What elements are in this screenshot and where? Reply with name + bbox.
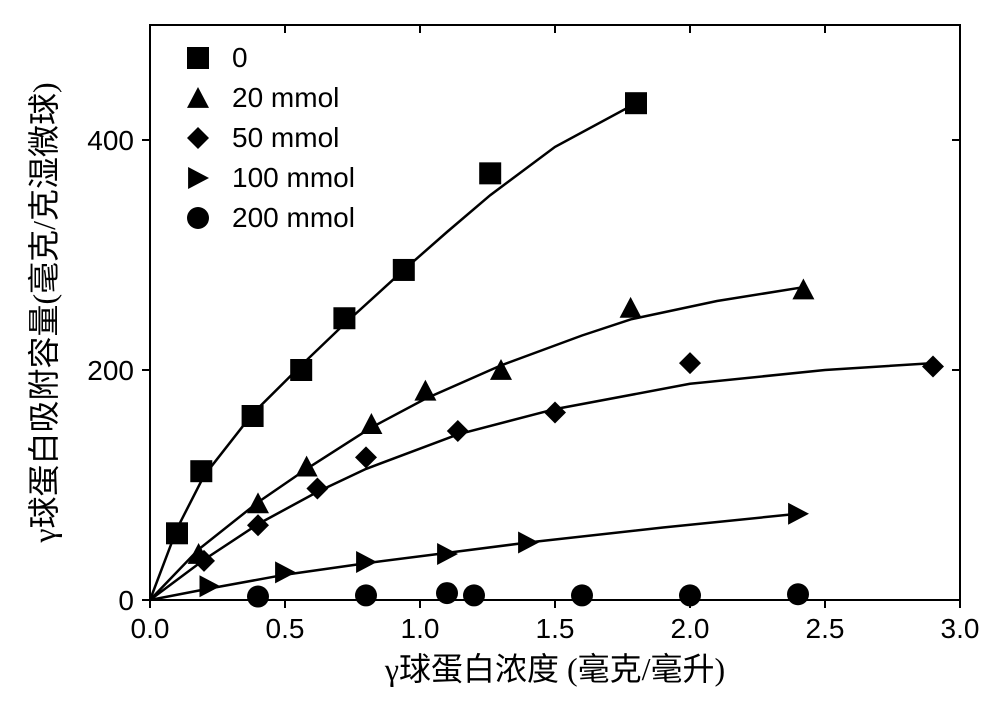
series-marker-0 <box>190 460 212 482</box>
series-marker-0 <box>625 92 647 114</box>
series-marker-4 <box>355 584 377 606</box>
series-marker-4 <box>571 584 593 606</box>
x-axis-title: γ球蛋白浓度 (毫克/毫升) <box>384 651 725 687</box>
series-marker-4 <box>247 586 269 608</box>
series-marker-3 <box>437 543 458 565</box>
series-marker-2 <box>922 356 944 378</box>
chart-container: 0.0 0.5 1.0 1.5 2.0 2.5 3.0 0 200 400 γ球蛋白浓度 (毫克/毫… <box>0 0 1000 716</box>
series-curve-1 <box>150 287 803 600</box>
series-marker-2 <box>447 420 469 442</box>
chart-svg: 0.0 0.5 1.0 1.5 2.0 2.5 3.0 0 200 400 γ球蛋白浓度 (毫克/毫… <box>0 0 1000 716</box>
series-curve-0 <box>150 103 636 600</box>
legend-label-2: 50 mmol <box>232 122 339 153</box>
y-tick-label: 400 <box>87 125 134 156</box>
x-tick-label: 3.0 <box>941 613 980 644</box>
series-marker-2 <box>679 352 701 374</box>
y-tick-label: 200 <box>87 355 134 386</box>
series-marker-3 <box>200 575 221 597</box>
legend-marker-2 <box>187 127 209 149</box>
x-tick-label: 2.0 <box>671 613 710 644</box>
series-marker-1 <box>296 456 318 477</box>
x-tick-label: 1.0 <box>401 613 440 644</box>
series-marker-4 <box>679 584 701 606</box>
series-marker-1 <box>620 297 642 318</box>
legend-label-0: 0 <box>232 42 248 73</box>
series-marker-4 <box>436 582 458 604</box>
legend-marker-3 <box>188 167 209 189</box>
series-marker-2 <box>247 514 269 536</box>
series-marker-0 <box>290 359 312 381</box>
series-marker-0 <box>333 307 355 329</box>
legend-marker-1 <box>187 87 209 108</box>
x-tick-label: 0.5 <box>266 613 305 644</box>
series-marker-4 <box>787 583 809 605</box>
legend-label-1: 20 mmol <box>232 82 339 113</box>
series-marker-0 <box>166 522 188 544</box>
series-marker-0 <box>242 405 264 427</box>
x-tick-label: 2.5 <box>806 613 845 644</box>
series-marker-4 <box>463 584 485 606</box>
x-tick-label: 1.5 <box>536 613 575 644</box>
legend-marker-4 <box>187 207 209 229</box>
series-marker-2 <box>544 402 566 424</box>
x-tick-label: 0.0 <box>131 613 170 644</box>
legend-label-4: 200 mmol <box>232 202 355 233</box>
series-marker-3 <box>356 551 377 573</box>
series-marker-0 <box>393 259 415 281</box>
series-marker-3 <box>518 532 539 554</box>
y-axis-title: γ球蛋白吸附容量(毫克/克湿微球) <box>26 82 62 543</box>
series-marker-3 <box>788 503 809 525</box>
series-marker-0 <box>479 162 501 184</box>
y-tick-label: 0 <box>118 585 134 616</box>
series-marker-1 <box>414 380 436 401</box>
legend-marker-0 <box>187 47 209 69</box>
series-marker-3 <box>275 561 296 583</box>
legend-label-3: 100 mmol <box>232 162 355 193</box>
